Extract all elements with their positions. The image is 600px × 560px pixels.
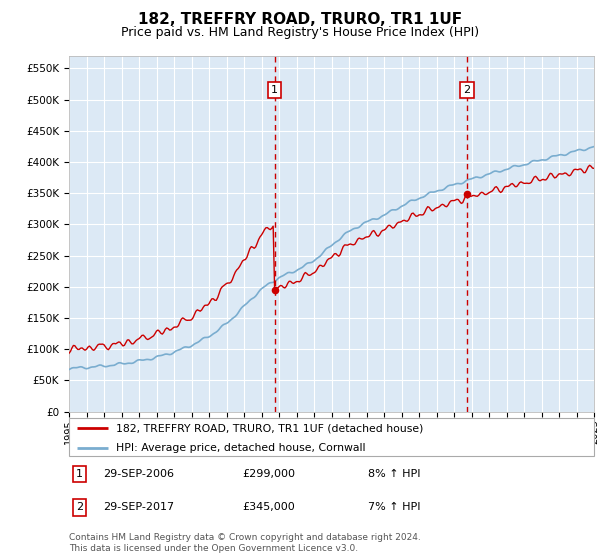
Text: 182, TREFFRY ROAD, TRURO, TR1 1UF (detached house): 182, TREFFRY ROAD, TRURO, TR1 1UF (detac… — [116, 423, 424, 433]
Text: 182, TREFFRY ROAD, TRURO, TR1 1UF: 182, TREFFRY ROAD, TRURO, TR1 1UF — [138, 12, 462, 27]
Text: £299,000: £299,000 — [242, 469, 295, 479]
Text: 2: 2 — [464, 85, 470, 95]
Text: 1: 1 — [271, 85, 278, 95]
Text: HPI: Average price, detached house, Cornwall: HPI: Average price, detached house, Corn… — [116, 443, 366, 453]
Text: 29-SEP-2017: 29-SEP-2017 — [103, 502, 174, 512]
FancyBboxPatch shape — [69, 418, 594, 456]
Text: 29-SEP-2006: 29-SEP-2006 — [103, 469, 174, 479]
Text: Price paid vs. HM Land Registry's House Price Index (HPI): Price paid vs. HM Land Registry's House … — [121, 26, 479, 39]
Text: 1: 1 — [76, 469, 83, 479]
Text: 7% ↑ HPI: 7% ↑ HPI — [368, 502, 421, 512]
Text: 8% ↑ HPI: 8% ↑ HPI — [368, 469, 421, 479]
Text: 2: 2 — [76, 502, 83, 512]
Text: Contains HM Land Registry data © Crown copyright and database right 2024.
This d: Contains HM Land Registry data © Crown c… — [69, 533, 421, 553]
Text: £345,000: £345,000 — [242, 502, 295, 512]
